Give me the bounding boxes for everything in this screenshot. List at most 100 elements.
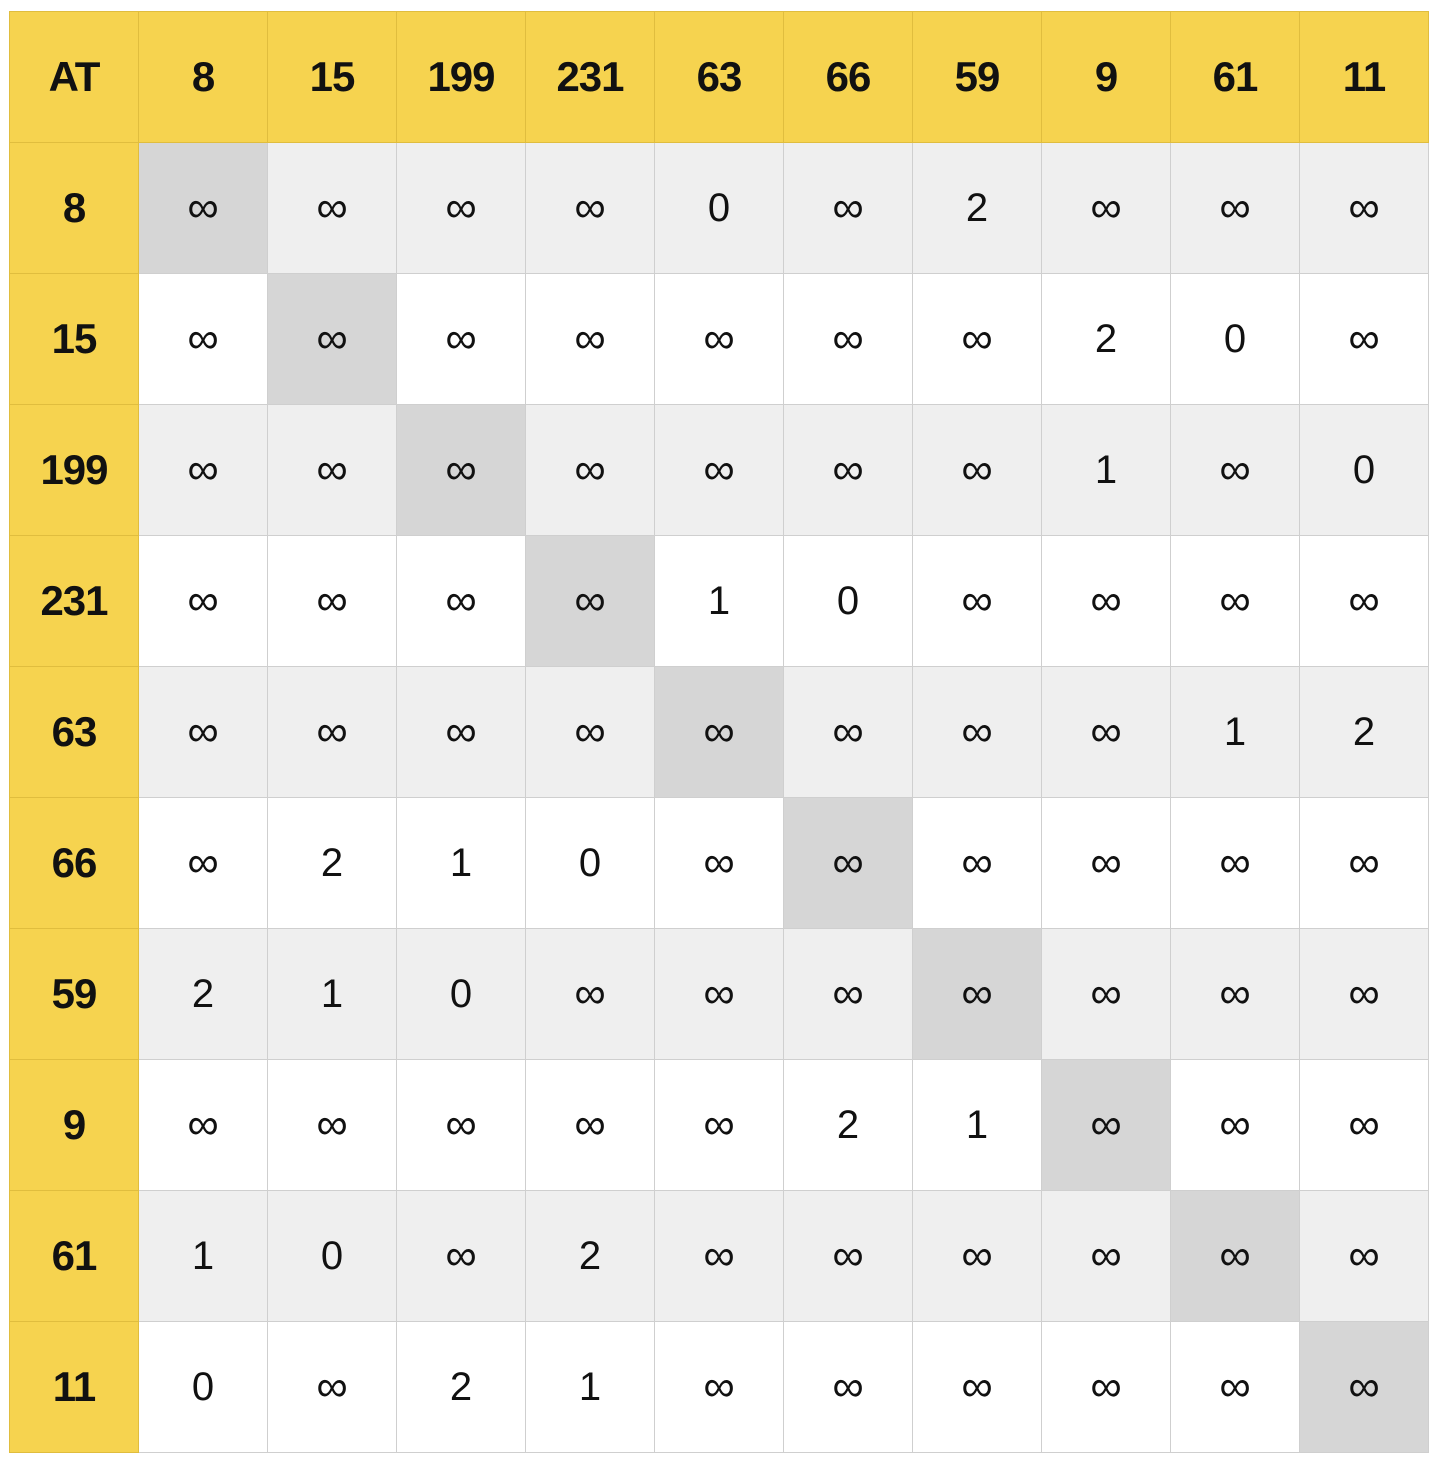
matrix-cell: ∞ (396, 273, 526, 405)
matrix-cell: ∞ (396, 142, 526, 274)
matrix-cell: 2 (396, 1321, 526, 1453)
row-header: 199 (9, 404, 139, 536)
matrix-cell: ∞ (267, 535, 397, 667)
matrix-body: 8 ∞ ∞ ∞ ∞ 0 ∞ 2 ∞ ∞ ∞ 15 ∞ ∞ ∞ ∞ ∞ ∞ ∞ 2 0 ∞ 199 ∞ ∞ ∞ ∞ ∞ ∞ ∞ 1 ∞ 0 231 ∞… (9, 142, 1429, 1453)
column-header: 8 (138, 11, 268, 143)
matrix-cell: ∞ (783, 928, 913, 1060)
matrix-cell: 2 (138, 928, 268, 1060)
matrix-cell: ∞ (1170, 1059, 1300, 1191)
matrix-cell: ∞ (783, 273, 913, 405)
diagonal-cell: ∞ (783, 797, 913, 929)
matrix-cell: ∞ (912, 1190, 1042, 1322)
row-header: 63 (9, 666, 139, 798)
matrix-cell: 1 (267, 928, 397, 1060)
matrix-cell: 1 (1041, 404, 1171, 536)
matrix-cell: ∞ (1170, 1321, 1300, 1453)
matrix-cell: ∞ (525, 142, 655, 274)
matrix-cell: 2 (912, 142, 1042, 274)
matrix-cell: ∞ (1170, 142, 1300, 274)
matrix-cell: ∞ (912, 273, 1042, 405)
matrix-cell: ∞ (654, 1059, 784, 1191)
matrix-cell: 2 (1299, 666, 1429, 798)
matrix-cell: ∞ (654, 1190, 784, 1322)
matrix-cell: ∞ (1299, 273, 1429, 405)
table-row: 11 0 ∞ 2 1 ∞ ∞ ∞ ∞ ∞ ∞ (9, 1321, 1429, 1453)
matrix-cell: ∞ (1041, 666, 1171, 798)
matrix-cell: ∞ (138, 666, 268, 798)
row-header: 15 (9, 273, 139, 405)
diagonal-cell: ∞ (1299, 1321, 1429, 1453)
matrix-cell: 2 (1041, 273, 1171, 405)
matrix-cell: ∞ (912, 797, 1042, 929)
column-header: 63 (654, 11, 784, 143)
column-header: 66 (783, 11, 913, 143)
matrix-cell: ∞ (654, 273, 784, 405)
diagonal-cell: ∞ (654, 666, 784, 798)
matrix-cell: ∞ (654, 404, 784, 536)
matrix-cell: ∞ (783, 1190, 913, 1322)
matrix-cell: ∞ (1299, 1059, 1429, 1191)
table-row: 63 ∞ ∞ ∞ ∞ ∞ ∞ ∞ ∞ 1 2 (9, 666, 1429, 798)
matrix-cell: ∞ (912, 535, 1042, 667)
matrix-cell: ∞ (1041, 535, 1171, 667)
matrix-cell: ∞ (138, 797, 268, 929)
row-header: 59 (9, 928, 139, 1060)
matrix-cell: ∞ (525, 1059, 655, 1191)
matrix-cell: ∞ (138, 273, 268, 405)
matrix-cell: 1 (1170, 666, 1300, 798)
matrix-cell: ∞ (912, 666, 1042, 798)
matrix-cell: 2 (783, 1059, 913, 1191)
matrix-cell: ∞ (1041, 928, 1171, 1060)
matrix-cell: ∞ (654, 928, 784, 1060)
column-header: 9 (1041, 11, 1171, 143)
matrix-cell: 0 (138, 1321, 268, 1453)
diagonal-cell: ∞ (525, 535, 655, 667)
matrix-cell: 1 (912, 1059, 1042, 1191)
diagonal-cell: ∞ (138, 142, 268, 274)
matrix-cell: ∞ (138, 404, 268, 536)
matrix-cell: ∞ (654, 1321, 784, 1453)
matrix-cell: ∞ (1041, 1190, 1171, 1322)
matrix-cell: ∞ (783, 404, 913, 536)
matrix-cell: ∞ (1170, 928, 1300, 1060)
row-header: 66 (9, 797, 139, 929)
diagonal-cell: ∞ (1041, 1059, 1171, 1191)
header-row: AT 8 15 199 231 63 66 59 9 61 11 (9, 11, 1429, 143)
table-row: 9 ∞ ∞ ∞ ∞ ∞ 2 1 ∞ ∞ ∞ (9, 1059, 1429, 1191)
column-header: 11 (1299, 11, 1429, 143)
matrix-cell: 0 (267, 1190, 397, 1322)
matrix-cell: 2 (525, 1190, 655, 1322)
row-header: 231 (9, 535, 139, 667)
matrix-cell: ∞ (783, 666, 913, 798)
row-header: 11 (9, 1321, 139, 1453)
matrix-cell: ∞ (267, 666, 397, 798)
matrix-cell: ∞ (1299, 797, 1429, 929)
matrix-cell: 1 (396, 797, 526, 929)
matrix-cell: 0 (1299, 404, 1429, 536)
matrix-cell: ∞ (912, 404, 1042, 536)
matrix-cell: ∞ (267, 1059, 397, 1191)
matrix-cell: ∞ (783, 1321, 913, 1453)
matrix-cell: ∞ (1170, 535, 1300, 667)
matrix-cell: 1 (654, 535, 784, 667)
matrix-cell: ∞ (267, 404, 397, 536)
diagonal-cell: ∞ (1170, 1190, 1300, 1322)
matrix-cell: ∞ (1299, 535, 1429, 667)
matrix-cell: ∞ (1299, 1190, 1429, 1322)
matrix-cell: ∞ (396, 1059, 526, 1191)
table-row: 15 ∞ ∞ ∞ ∞ ∞ ∞ ∞ 2 0 ∞ (9, 273, 1429, 405)
column-header: 61 (1170, 11, 1300, 143)
matrix-cell: ∞ (525, 928, 655, 1060)
row-header: 9 (9, 1059, 139, 1191)
matrix-cell: ∞ (267, 1321, 397, 1453)
matrix-cell: 1 (525, 1321, 655, 1453)
diagonal-cell: ∞ (267, 273, 397, 405)
table-row: 199 ∞ ∞ ∞ ∞ ∞ ∞ ∞ 1 ∞ 0 (9, 404, 1429, 536)
matrix-cell: 2 (267, 797, 397, 929)
column-header: 231 (525, 11, 655, 143)
table-row: 8 ∞ ∞ ∞ ∞ 0 ∞ 2 ∞ ∞ ∞ (9, 142, 1429, 274)
column-header: 59 (912, 11, 1042, 143)
matrix-cell: ∞ (1170, 404, 1300, 536)
matrix-cell: ∞ (138, 535, 268, 667)
matrix-cell: 0 (783, 535, 913, 667)
